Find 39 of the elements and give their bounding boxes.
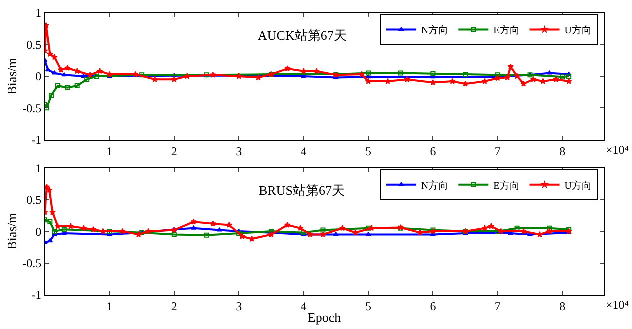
y-tick-label: 0.5 xyxy=(26,38,42,52)
y-tick-label: -0.5 xyxy=(22,101,42,116)
x-tick-label: 4 xyxy=(300,299,307,314)
text: AUCK站第67天 xyxy=(258,28,347,43)
legend-label: N方向 xyxy=(421,180,449,192)
x-tick-label: 1 xyxy=(106,299,113,314)
y-tick-label: -1 xyxy=(32,133,42,148)
x-tick-label: 2 xyxy=(171,299,178,314)
x-tick-label: 6 xyxy=(430,144,436,158)
x-tick-label: 6 xyxy=(430,299,436,314)
text: ×10⁴ xyxy=(606,298,629,312)
x-tick-label: 2 xyxy=(171,144,178,158)
text: BRUS站第67天 xyxy=(259,183,345,198)
text: ×10⁴ xyxy=(606,143,629,157)
x-tick-label: 8 xyxy=(560,299,566,314)
y-tick-label: 0.5 xyxy=(26,193,42,208)
y-tick-label: 1 xyxy=(36,161,42,176)
x-tick-label: 7 xyxy=(494,299,501,314)
x-tick-label: 5 xyxy=(366,144,372,158)
x-tick-label: 3 xyxy=(236,144,242,158)
x-tick-label: 8 xyxy=(560,144,566,158)
y-tick-label: 0 xyxy=(36,224,42,239)
y-tick-label: 1 xyxy=(36,6,42,20)
legend-label: N方向 xyxy=(421,24,449,37)
y-tick-label: 0 xyxy=(36,70,42,84)
y-tick-label: -0.5 xyxy=(22,256,42,270)
legend-label: U方向 xyxy=(564,180,592,192)
x-axis-title: Epoch xyxy=(308,310,342,325)
legend-label: U方向 xyxy=(564,24,592,37)
y-tick-label: -1 xyxy=(32,288,42,302)
x-tick-label: 1 xyxy=(106,144,113,158)
x-tick-label: 7 xyxy=(494,144,501,158)
legend-label: E方向 xyxy=(494,180,520,192)
y-axis-title: Bias/m xyxy=(4,58,20,95)
y-axis-title: Bias/m xyxy=(4,213,20,250)
x-tick-label: 3 xyxy=(236,299,242,314)
x-tick-label: 5 xyxy=(366,299,372,314)
x-tick-label: 4 xyxy=(300,144,307,158)
legend-label: E方向 xyxy=(494,24,520,37)
